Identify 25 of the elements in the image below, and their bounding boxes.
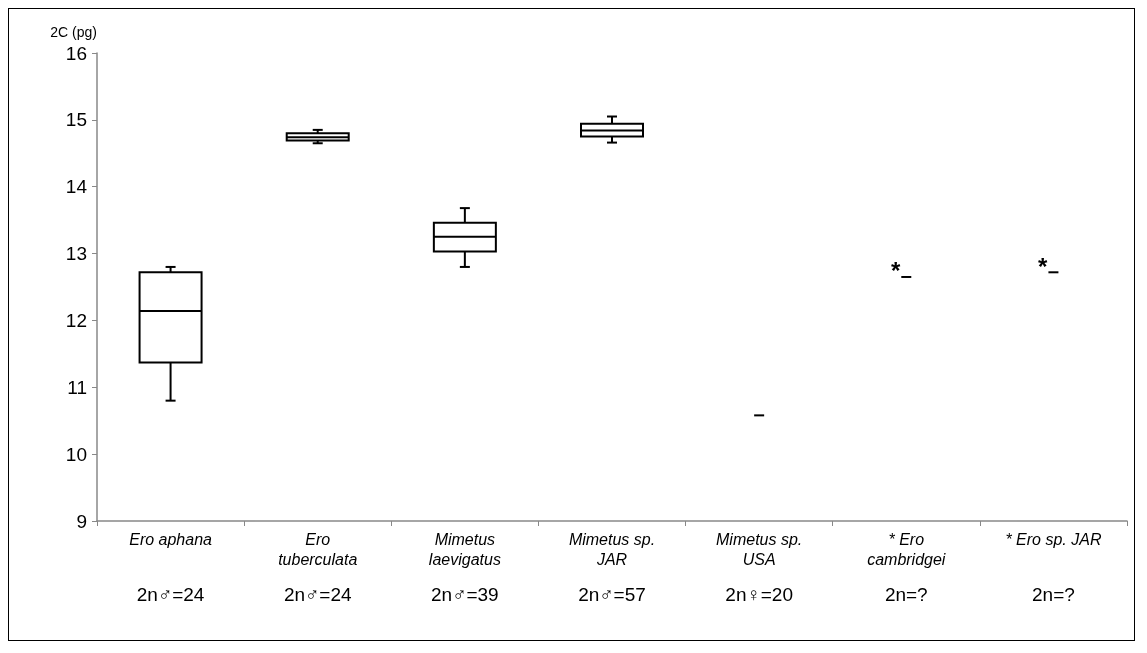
- y-tick-label: 9: [76, 510, 87, 532]
- annotation: *: [1038, 252, 1049, 280]
- text: 2n♂=24: [283, 584, 352, 605]
- annotation: *: [890, 257, 901, 285]
- text: 2n=?: [1032, 584, 1075, 605]
- x-tick-label: Ero aphana: [129, 530, 213, 548]
- x-tick-label: * Ero sp. JAR: [1005, 530, 1102, 548]
- text: 2n♀=20: [725, 584, 793, 605]
- text: 2n♂=24: [136, 584, 205, 605]
- x-tick-label: Mimetus laevigatus: [428, 530, 501, 568]
- y-tick-label: 10: [65, 443, 87, 465]
- text: 2n=?: [884, 584, 928, 605]
- y-tick-label: 12: [65, 309, 87, 331]
- y-axis-title: 2C (pg): [50, 24, 97, 40]
- x-tick-label: Ero tuberculata: [278, 530, 358, 568]
- x-tick-label: * Ero cambridgei: [867, 530, 946, 568]
- y-tick-label: 15: [65, 109, 87, 131]
- y-tick-label: 11: [67, 376, 87, 398]
- y-tick-label: 16: [65, 42, 87, 64]
- text: 2n♂=39: [431, 584, 499, 605]
- y-tick-label: 14: [65, 176, 88, 198]
- text: 2n♂=57: [578, 584, 646, 605]
- y-tick-label: 13: [65, 243, 87, 265]
- x-tick-label: Mimetus sp. JAR: [568, 530, 656, 568]
- x-tick-label: Mimetus sp. USA: [716, 530, 803, 568]
